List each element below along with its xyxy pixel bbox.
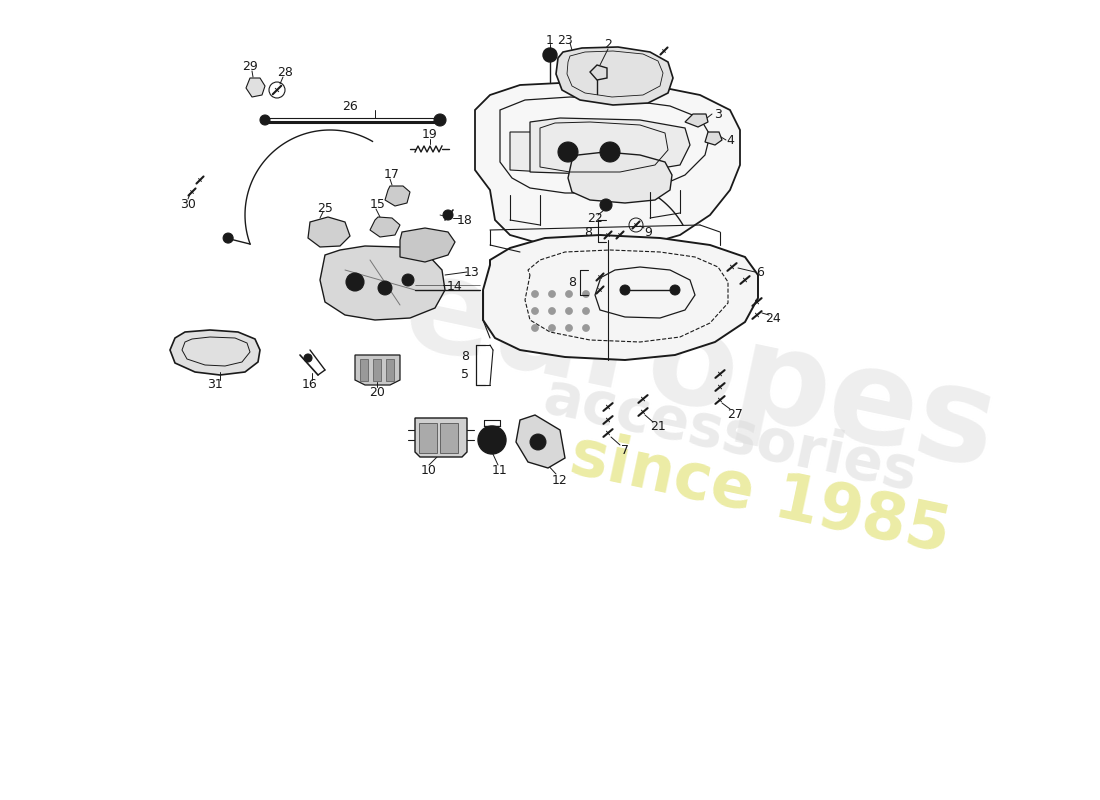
Text: europes: europes bbox=[393, 246, 1008, 494]
Text: 26: 26 bbox=[342, 99, 358, 113]
Circle shape bbox=[223, 233, 233, 243]
Text: 24: 24 bbox=[766, 311, 781, 325]
Circle shape bbox=[583, 307, 590, 314]
Polygon shape bbox=[590, 65, 607, 80]
Text: 28: 28 bbox=[277, 66, 293, 79]
Circle shape bbox=[378, 281, 392, 295]
Circle shape bbox=[549, 307, 556, 314]
Polygon shape bbox=[475, 82, 740, 248]
Polygon shape bbox=[370, 217, 400, 237]
Text: 8: 8 bbox=[584, 226, 592, 238]
Text: 10: 10 bbox=[421, 463, 437, 477]
Polygon shape bbox=[516, 415, 565, 468]
Text: 3: 3 bbox=[714, 107, 722, 121]
Circle shape bbox=[670, 285, 680, 295]
Text: 22: 22 bbox=[587, 211, 603, 225]
Polygon shape bbox=[568, 152, 672, 203]
Polygon shape bbox=[556, 47, 673, 105]
Circle shape bbox=[443, 210, 453, 220]
Circle shape bbox=[434, 114, 446, 126]
Circle shape bbox=[488, 436, 496, 444]
Text: 14: 14 bbox=[447, 281, 463, 294]
Circle shape bbox=[478, 426, 506, 454]
Circle shape bbox=[620, 285, 630, 295]
Text: since 1985: since 1985 bbox=[564, 425, 956, 566]
Text: 8: 8 bbox=[461, 350, 469, 363]
Polygon shape bbox=[355, 355, 400, 385]
Circle shape bbox=[600, 142, 620, 162]
Text: 23: 23 bbox=[557, 34, 573, 46]
Text: 31: 31 bbox=[207, 378, 223, 391]
Text: 17: 17 bbox=[384, 169, 400, 182]
Text: 6: 6 bbox=[756, 266, 763, 278]
Text: 12: 12 bbox=[552, 474, 568, 486]
Text: 30: 30 bbox=[180, 198, 196, 210]
Circle shape bbox=[565, 290, 572, 298]
Text: 1: 1 bbox=[546, 34, 554, 46]
Text: 27: 27 bbox=[727, 407, 742, 421]
Polygon shape bbox=[510, 132, 550, 172]
Text: 8: 8 bbox=[568, 275, 576, 289]
Polygon shape bbox=[705, 132, 722, 145]
Circle shape bbox=[565, 307, 572, 314]
Circle shape bbox=[531, 325, 539, 331]
Polygon shape bbox=[320, 246, 446, 320]
Circle shape bbox=[583, 290, 590, 298]
Circle shape bbox=[549, 325, 556, 331]
Text: 13: 13 bbox=[464, 266, 480, 278]
Circle shape bbox=[304, 354, 312, 362]
Circle shape bbox=[530, 434, 546, 450]
Circle shape bbox=[565, 325, 572, 331]
Circle shape bbox=[346, 273, 364, 291]
Circle shape bbox=[563, 147, 573, 157]
Bar bbox=[360, 359, 368, 381]
Text: 18: 18 bbox=[458, 214, 473, 226]
Text: 19: 19 bbox=[422, 129, 438, 142]
Circle shape bbox=[600, 199, 612, 211]
Circle shape bbox=[402, 274, 414, 286]
Circle shape bbox=[583, 325, 590, 331]
Circle shape bbox=[531, 290, 539, 298]
Bar bbox=[419, 423, 437, 453]
Text: 4: 4 bbox=[726, 134, 734, 146]
Circle shape bbox=[549, 290, 556, 298]
Bar bbox=[440, 423, 458, 453]
Text: 15: 15 bbox=[370, 198, 386, 211]
Polygon shape bbox=[308, 217, 350, 247]
Circle shape bbox=[604, 202, 608, 207]
Polygon shape bbox=[170, 330, 260, 375]
Circle shape bbox=[547, 51, 553, 58]
Polygon shape bbox=[385, 186, 410, 206]
Bar bbox=[373, 359, 381, 381]
Text: 5: 5 bbox=[461, 369, 469, 382]
Text: 25: 25 bbox=[317, 202, 333, 214]
Circle shape bbox=[531, 307, 539, 314]
Text: 21: 21 bbox=[650, 419, 666, 433]
Bar bbox=[386, 359, 394, 381]
Polygon shape bbox=[685, 114, 708, 127]
Text: 11: 11 bbox=[492, 463, 508, 477]
Text: 9: 9 bbox=[645, 226, 652, 238]
Circle shape bbox=[543, 48, 557, 62]
Text: accessories: accessories bbox=[538, 367, 922, 502]
Polygon shape bbox=[483, 235, 758, 360]
Circle shape bbox=[605, 147, 615, 157]
Polygon shape bbox=[246, 78, 265, 97]
Text: 7: 7 bbox=[621, 443, 629, 457]
Polygon shape bbox=[415, 418, 468, 457]
Polygon shape bbox=[400, 228, 455, 262]
Text: 29: 29 bbox=[242, 61, 257, 74]
Text: 20: 20 bbox=[370, 386, 385, 399]
Circle shape bbox=[558, 142, 578, 162]
Circle shape bbox=[483, 431, 500, 449]
Text: 2: 2 bbox=[604, 38, 612, 51]
Circle shape bbox=[260, 115, 270, 125]
Text: 16: 16 bbox=[302, 378, 318, 391]
Polygon shape bbox=[530, 118, 690, 175]
